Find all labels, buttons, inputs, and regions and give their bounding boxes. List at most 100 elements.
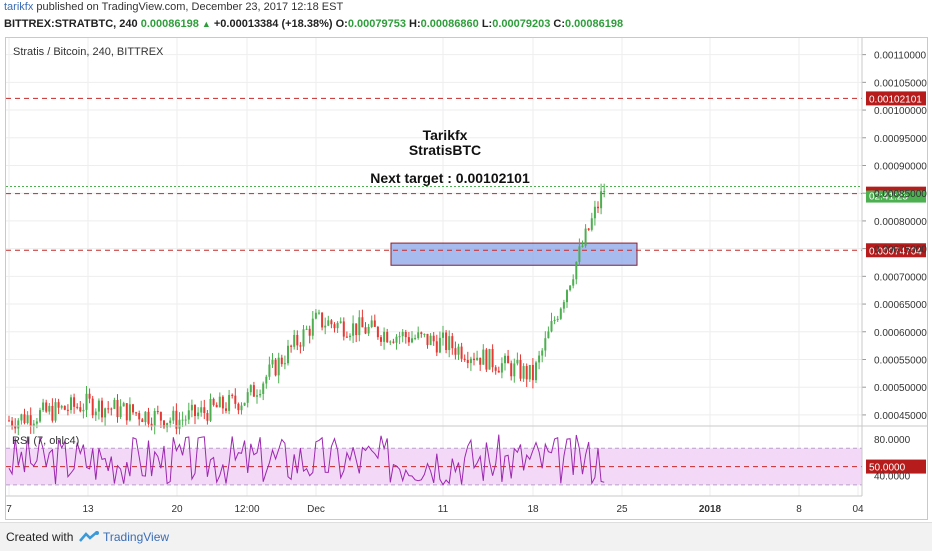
candle-body: [426, 333, 429, 345]
candle-body: [473, 358, 475, 361]
candle-body: [215, 404, 218, 408]
candle-body: [330, 320, 333, 325]
candle-body: [578, 246, 581, 262]
symbol-label: BITTREX:STRATBTC, 240: [4, 18, 138, 30]
level-badge: [866, 243, 926, 258]
high-value: 0.00086860: [420, 18, 479, 30]
support-zone-box: [390, 242, 638, 266]
candle-body: [336, 322, 339, 329]
candle-body: [476, 357, 479, 361]
candle-body: [466, 359, 469, 364]
candle-body: [454, 348, 457, 355]
candle-body: [290, 345, 293, 347]
close-label: C:: [553, 18, 565, 30]
candle-body: [76, 406, 79, 408]
price-tick-label: 0.00065000: [874, 300, 927, 311]
tradingview-brand-link[interactable]: TradingView: [103, 530, 170, 544]
candle-body: [147, 411, 150, 424]
candle-body: [32, 423, 35, 426]
price-tick-label: 0.00050000: [874, 383, 927, 394]
candle-body: [352, 323, 355, 336]
last-price: 0.00086198: [140, 18, 199, 30]
candle-body: [370, 320, 373, 327]
candle-body: [600, 191, 603, 209]
candle-body: [488, 348, 491, 370]
candle-body: [500, 363, 503, 373]
candle-body: [82, 409, 85, 412]
author-link[interactable]: tarikfx: [4, 1, 34, 13]
candle-body: [243, 402, 246, 406]
low-value: 0.00079203: [492, 18, 551, 30]
candle-body: [572, 279, 575, 286]
candle-body: [562, 302, 565, 309]
time-tick-label: 2018: [699, 504, 722, 515]
candle-body: [411, 338, 413, 343]
high-label: H:: [409, 18, 421, 30]
candle-body: [327, 320, 330, 326]
price-tick-label: 0.00095000: [874, 134, 927, 145]
candle-body: [119, 406, 122, 418]
candle-body: [314, 312, 317, 319]
candle-body: [197, 412, 200, 417]
candle-body: [305, 328, 308, 330]
candle-body: [538, 355, 541, 363]
candle-body: [535, 362, 537, 381]
candle-body: [85, 393, 88, 410]
candle-body: [516, 359, 519, 364]
candle-body: [231, 394, 234, 396]
candle-body: [581, 245, 584, 247]
candle-body: [311, 318, 314, 336]
candle-body: [442, 332, 444, 338]
time-tick-label: 8: [796, 504, 802, 515]
time-tick-label: Dec: [307, 504, 325, 515]
candle-body: [358, 317, 361, 336]
candle-body: [172, 410, 175, 421]
candle-body: [590, 218, 593, 230]
candle-body: [376, 326, 379, 338]
candle-body: [190, 404, 193, 411]
candle-body: [70, 397, 72, 411]
candle-body: [11, 420, 14, 426]
candle-body: [553, 319, 556, 322]
up-triangle-icon: ▲: [201, 19, 211, 29]
candle-body: [321, 312, 324, 328]
candle-body: [91, 398, 94, 416]
candle-body: [504, 355, 506, 364]
candle-body: [225, 408, 227, 411]
candle-body: [386, 331, 389, 343]
candle-body: [603, 190, 606, 192]
open-label: O:: [335, 18, 348, 30]
candle-body: [221, 396, 224, 409]
candle-body: [271, 359, 274, 365]
rsi-line: [8, 434, 605, 486]
candle-body: [110, 408, 113, 410]
candle-body: [482, 349, 485, 365]
candle-body: [460, 346, 463, 359]
candle-body: [463, 358, 466, 360]
price-change: +0.00013384 (+18.38%): [213, 18, 333, 30]
candle-body: [39, 410, 41, 422]
candle-body: [169, 420, 172, 423]
candle-body: [237, 403, 240, 411]
created-with-text: Created with: [6, 530, 74, 544]
chart-title: Stratis / Bitcoin, 240, BITTREX: [13, 46, 164, 58]
open-value: 0.00079753: [347, 18, 406, 30]
price-tick-label: 0.00060000: [874, 328, 927, 339]
candle-body: [392, 341, 395, 343]
close-value: 0.00086198: [565, 18, 624, 30]
chart-frame[interactable]: [5, 37, 928, 520]
candle-body: [104, 408, 107, 418]
rsi-tick-label: 40.0000: [874, 472, 911, 483]
candle-body: [333, 324, 336, 329]
candle-body: [14, 425, 17, 429]
candle-body: [17, 420, 20, 429]
candle-body: [417, 332, 420, 339]
candle-body: [141, 419, 144, 423]
candle-body: [138, 413, 141, 420]
candle-body: [20, 414, 23, 421]
candle-body: [559, 308, 562, 319]
footer: Created with TradingView: [0, 522, 932, 551]
candle-body: [531, 364, 534, 381]
candle-body: [510, 363, 513, 377]
